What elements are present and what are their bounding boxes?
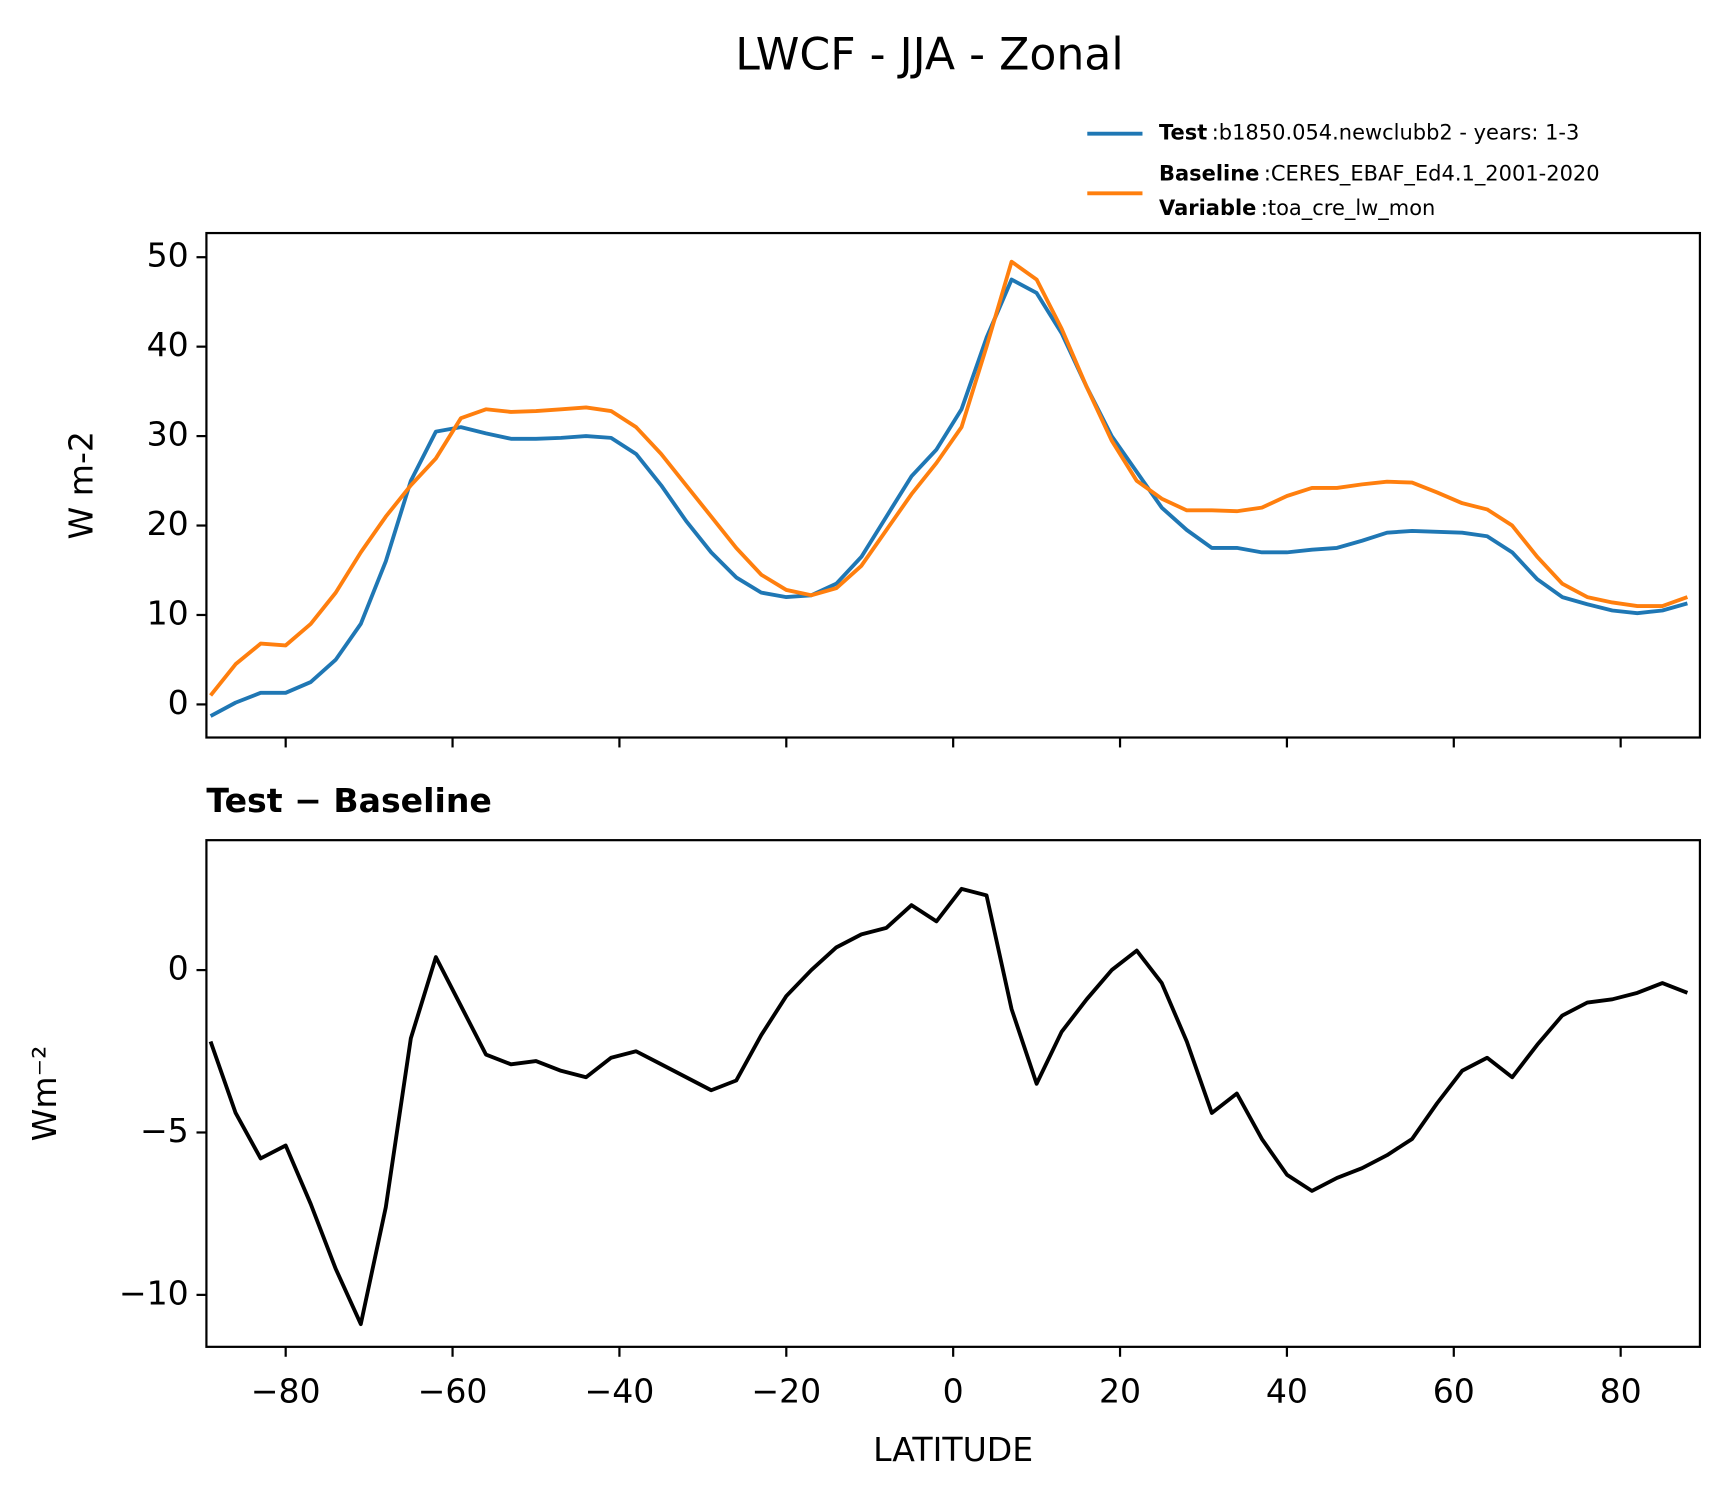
series-line — [209, 277, 1688, 718]
x-tick-label: −40 — [584, 1372, 654, 1411]
legend-description: toa_cre_lw_mon — [1268, 196, 1435, 221]
legend-separator: : — [1261, 196, 1268, 220]
x-tick-label: −60 — [418, 1372, 488, 1411]
y-tick-label: −10 — [119, 1273, 189, 1312]
y-tick-label: 10 — [147, 593, 189, 632]
chart-title: LWCF - JJA - Zonal — [735, 30, 1123, 81]
y-tick-label: 0 — [168, 683, 189, 722]
x-tick-label: 80 — [1600, 1372, 1642, 1411]
legend-description: CERES_EBAF_Ed4.1_2001-2020 — [1271, 162, 1600, 187]
y-tick-label: −5 — [140, 1111, 189, 1150]
series-line — [209, 259, 1689, 697]
y-axis-label: W m-2 — [61, 431, 100, 540]
x-tick-label: 0 — [943, 1372, 964, 1411]
y-tick-label: 20 — [147, 504, 189, 543]
y-axis-label: Wm⁻² — [25, 1046, 64, 1142]
x-tick-label: 60 — [1433, 1372, 1475, 1411]
legend-entry: Variable:toa_cre_lw_mon — [1159, 196, 1435, 221]
legend-name: Variable — [1159, 196, 1256, 220]
x-tick-label: 40 — [1266, 1372, 1308, 1411]
y-tick-label: 50 — [147, 236, 189, 275]
x-tick-label: 20 — [1099, 1372, 1141, 1411]
y-tick-label: 30 — [147, 415, 189, 454]
x-tick-label: −80 — [251, 1372, 321, 1411]
legend-name: Test — [1159, 121, 1207, 145]
y-tick-label: 40 — [147, 325, 189, 364]
x-axis-label: LATITUDE — [873, 1430, 1033, 1469]
axes-frame — [205, 839, 1702, 1348]
subplot-title: Test − Baseline — [206, 781, 491, 820]
legend-description: b1850.054.newclubb2 - years: 1-3 — [1219, 121, 1580, 145]
legend-separator: : — [1264, 162, 1271, 186]
legend-name: Baseline — [1159, 162, 1259, 186]
axes-frame — [205, 231, 1702, 739]
legend-entry: Baseline:CERES_EBAF_Ed4.1_2001-2020 — [1159, 162, 1600, 187]
x-tick-label: −20 — [751, 1372, 821, 1411]
legend-entry: Test:b1850.054.newclubb2 - years: 1-3 — [1159, 121, 1579, 145]
legend-separator: : — [1212, 121, 1219, 145]
series-line — [208, 886, 1689, 1327]
y-tick-label: 0 — [168, 949, 189, 988]
